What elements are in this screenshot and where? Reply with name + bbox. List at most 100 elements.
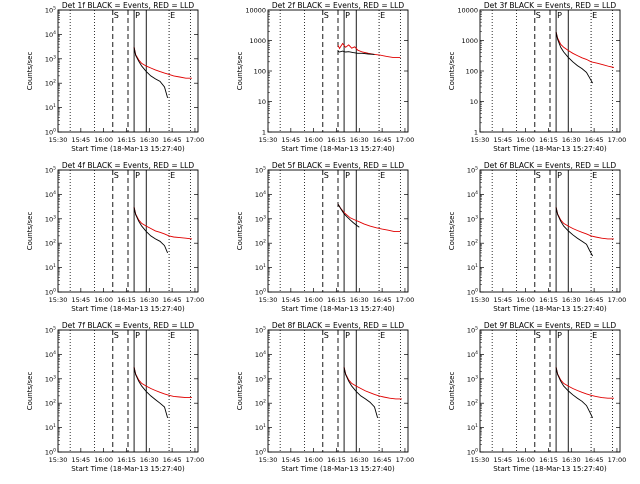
x-tick-label: 15:45: [493, 296, 512, 304]
x-axis-label: Start Time (18-Mar-13 15:27:40): [493, 145, 607, 153]
y-tick-label: 101: [45, 103, 56, 112]
x-tick-label: 16:45: [373, 136, 392, 144]
y-tick-label: 102: [255, 239, 266, 248]
x-tick-label: 15:45: [71, 456, 90, 464]
series-events-line: [555, 31, 593, 84]
y-tick-label: 100: [45, 128, 56, 137]
panel-title: Det 5f BLACK = Events, RED = LLD: [272, 161, 405, 170]
y-tick-label: 103: [45, 54, 56, 63]
x-tick-label: 15:45: [281, 296, 300, 304]
y-tick-label: 105: [467, 166, 478, 175]
plot-frame: [57, 329, 199, 453]
y-axis-label: Counts/sec: [236, 52, 244, 91]
y-tick-label: 103: [255, 214, 266, 223]
y-axis-label: Counts/sec: [26, 52, 34, 91]
x-tick-label: 16:15: [539, 136, 558, 144]
series-events-line: [133, 367, 169, 419]
marker-e: E: [380, 11, 385, 20]
y-tick-label: 10000: [245, 7, 266, 15]
x-axis-label: Start Time (18-Mar-13 15:27:40): [493, 465, 607, 473]
marker-p: P: [345, 331, 350, 340]
x-tick-label: 15:30: [49, 296, 68, 304]
plot-frame: [57, 169, 199, 293]
series-lld-line: [555, 207, 614, 240]
y-tick-label: 103: [45, 374, 56, 383]
y-tick-label: 105: [255, 166, 266, 175]
x-tick-label: 16:00: [516, 296, 535, 304]
marker-p: P: [135, 11, 140, 20]
y-tick-label: 101: [467, 263, 478, 272]
series-events-line: [133, 47, 169, 99]
marker-e: E: [592, 331, 597, 340]
y-axis-label: Counts/sec: [448, 52, 456, 91]
x-tick-label: 16:00: [94, 456, 113, 464]
y-tick-label: 105: [255, 326, 266, 335]
x-tick-label: 16:15: [327, 136, 346, 144]
x-tick-label: 17:00: [608, 136, 627, 144]
x-tick-label: 16:45: [373, 296, 392, 304]
y-tick-label: 102: [467, 239, 478, 248]
y-tick-label: 105: [467, 326, 478, 335]
x-tick-label: 16:30: [562, 136, 581, 144]
y-axis-label: Counts/sec: [236, 372, 244, 411]
plot-frame: [479, 169, 621, 293]
x-tick-label: 16:00: [304, 136, 323, 144]
x-tick-label: 15:30: [259, 296, 278, 304]
marker-p: P: [135, 171, 140, 180]
y-tick-label: 105: [45, 6, 56, 15]
x-tick-label: 17:00: [186, 136, 205, 144]
x-tick-label: 16:15: [117, 456, 136, 464]
x-tick-label: 15:30: [49, 456, 68, 464]
x-axis-label: Start Time (18-Mar-13 15:27:40): [71, 145, 185, 153]
y-tick-label: 100: [467, 448, 478, 457]
y-tick-label: 104: [45, 30, 56, 39]
y-tick-label: 100: [254, 68, 266, 76]
y-tick-label: 101: [45, 423, 56, 432]
marker-s: S: [114, 331, 119, 340]
y-tick-label: 104: [255, 350, 266, 359]
y-tick-label: 100: [467, 288, 478, 297]
y-tick-label: 1000: [249, 37, 266, 45]
marker-e: E: [170, 11, 175, 20]
x-tick-label: 16:30: [140, 456, 159, 464]
x-tick-label: 16:00: [304, 456, 323, 464]
x-tick-label: 16:15: [539, 296, 558, 304]
marker-p: P: [345, 171, 350, 180]
x-tick-label: 17:00: [396, 296, 415, 304]
x-tick-label: 15:30: [259, 136, 278, 144]
y-axis-label: Counts/sec: [236, 212, 244, 251]
x-tick-label: 16:15: [327, 296, 346, 304]
x-tick-label: 15:30: [471, 296, 490, 304]
series-lld-line: [555, 31, 614, 68]
plot-frame: [57, 9, 199, 133]
x-tick-label: 16:45: [163, 136, 182, 144]
panel-title: Det 3f BLACK = Events, RED = LLD: [484, 1, 617, 10]
x-tick-label: 16:15: [117, 296, 136, 304]
series-events-line: [343, 367, 379, 419]
series-lld-line: [343, 367, 402, 400]
y-tick-label: 100: [45, 288, 56, 297]
x-tick-label: 15:45: [493, 136, 512, 144]
y-tick-label: 105: [45, 166, 56, 175]
marker-p: P: [557, 331, 562, 340]
plot-frame: [479, 329, 621, 453]
y-tick-label: 100: [255, 288, 266, 297]
marker-s: S: [324, 11, 329, 20]
marker-s: S: [114, 11, 119, 20]
y-tick-label: 104: [467, 350, 478, 359]
x-tick-label: 16:00: [516, 456, 535, 464]
series-lld-line: [337, 42, 401, 58]
marker-e: E: [380, 171, 385, 180]
x-tick-label: 16:30: [350, 296, 369, 304]
y-axis-label: Counts/sec: [26, 372, 34, 411]
x-tick-label: 16:15: [117, 136, 136, 144]
y-tick-label: 104: [45, 190, 56, 199]
series-events-line: [337, 203, 360, 228]
x-tick-label: 15:45: [281, 456, 300, 464]
x-tick-label: 15:30: [49, 136, 68, 144]
